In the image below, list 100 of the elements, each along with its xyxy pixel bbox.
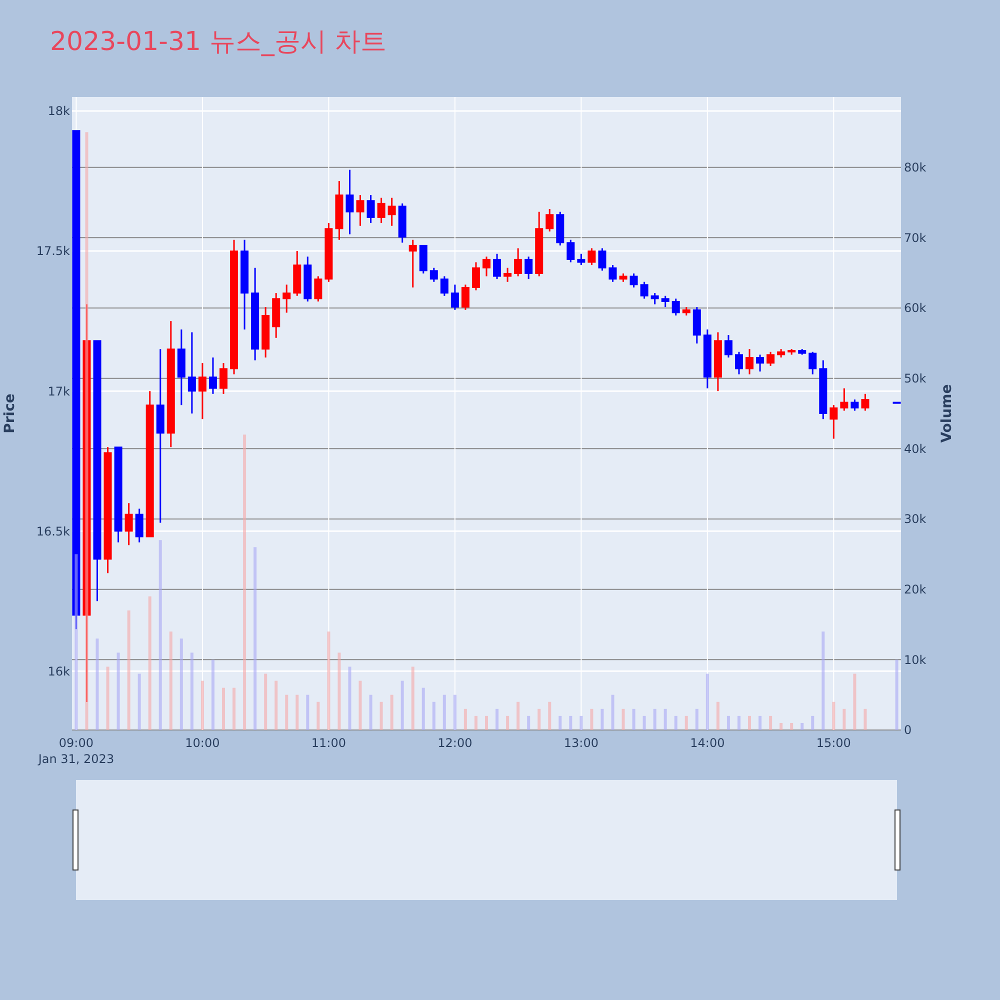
bar (327, 632, 330, 730)
y-tick-label: 17.5k (36, 244, 70, 258)
bar (380, 702, 383, 730)
bar (769, 716, 772, 730)
bar (158, 540, 162, 730)
candlestick (188, 332, 196, 414)
bar (138, 674, 141, 730)
candlestick (366, 194, 375, 224)
y-axis-title: Price (2, 394, 18, 434)
y-tick-label: 16k (48, 664, 70, 678)
bar (548, 702, 552, 730)
bar (422, 688, 425, 730)
bar (232, 688, 236, 730)
bar (506, 716, 510, 730)
candlestick (408, 239, 417, 288)
bar (832, 702, 836, 730)
bar (296, 694, 299, 730)
bar (316, 702, 320, 730)
bar (853, 674, 856, 730)
y2-tick-label: 10k (904, 652, 926, 667)
bar (496, 708, 499, 730)
candlestick (135, 508, 144, 544)
bar (106, 666, 110, 730)
candlestick (608, 264, 617, 283)
bar (285, 694, 288, 730)
bar (780, 722, 783, 730)
candlestick (356, 194, 364, 227)
candlestick (808, 351, 817, 376)
bar (684, 716, 688, 730)
candlestick (346, 169, 354, 235)
candlestick (630, 272, 638, 288)
candlestick (430, 267, 438, 283)
bar (790, 722, 794, 730)
bar (580, 716, 583, 730)
y2-tick-label: 20k (904, 582, 926, 597)
y2-tick-label: 70k (904, 230, 926, 245)
bar (758, 716, 762, 730)
bar (254, 547, 257, 730)
bar (895, 660, 898, 730)
y2-axis-title: Volume (939, 384, 955, 443)
chart-title: 2023-01-31 뉴스_공시 차트 (50, 27, 387, 57)
candlestick (640, 281, 648, 300)
bar (748, 716, 752, 730)
bar (706, 674, 709, 730)
bar (369, 694, 372, 730)
bar (390, 694, 394, 730)
bar (737, 716, 740, 730)
bar (211, 660, 214, 730)
y2-tick-label: 80k (904, 160, 926, 175)
bar (622, 708, 625, 730)
y2-tick-label: 40k (904, 442, 926, 456)
candlestick (461, 284, 470, 311)
candlestick (493, 253, 502, 280)
candlestick (650, 292, 659, 306)
candlestick (198, 362, 206, 420)
candlestick (450, 284, 459, 311)
bar (338, 652, 341, 730)
x-tick-label: 15:00 (816, 736, 851, 750)
candlestick (672, 298, 680, 316)
bar (306, 694, 310, 730)
candlestick (219, 362, 228, 395)
bar (695, 708, 698, 730)
y-tick-label: 16.5k (36, 524, 70, 538)
bar (180, 638, 183, 730)
candlestick (388, 197, 396, 227)
x-tick-label: 09:00 Jan 31, 2023 (37, 736, 114, 766)
candlestick (577, 253, 586, 266)
bar (190, 652, 194, 730)
y2-tick-label: 30k (904, 512, 926, 526)
candlestick (566, 239, 575, 263)
candlestick (377, 197, 386, 224)
bar (538, 708, 541, 730)
bar (800, 722, 804, 730)
candlestick (546, 208, 554, 232)
bar (358, 680, 362, 730)
bar (653, 708, 656, 730)
y2-tick-label: 60k (904, 301, 926, 316)
bar (485, 716, 488, 730)
bar (127, 610, 130, 730)
candlestick (840, 388, 848, 412)
bar (222, 688, 225, 730)
bar (590, 708, 594, 730)
x-tick-label: 13:00 (564, 736, 598, 750)
candlestick (724, 334, 732, 358)
bar (516, 702, 520, 730)
bar (674, 716, 678, 730)
x-tick-label: 12:00 (438, 736, 472, 750)
y2-tick-label: 50k (904, 372, 926, 386)
x-tick-label: 11:00 (311, 736, 346, 750)
bar (348, 666, 352, 730)
candlestick (598, 248, 606, 272)
bar (411, 666, 414, 730)
bar (200, 680, 204, 730)
candlestick (482, 256, 490, 278)
candlestick (514, 248, 522, 278)
bar (726, 716, 730, 730)
bar (148, 596, 152, 730)
bar (116, 652, 120, 730)
candlestick (208, 356, 217, 395)
bar (642, 716, 646, 730)
